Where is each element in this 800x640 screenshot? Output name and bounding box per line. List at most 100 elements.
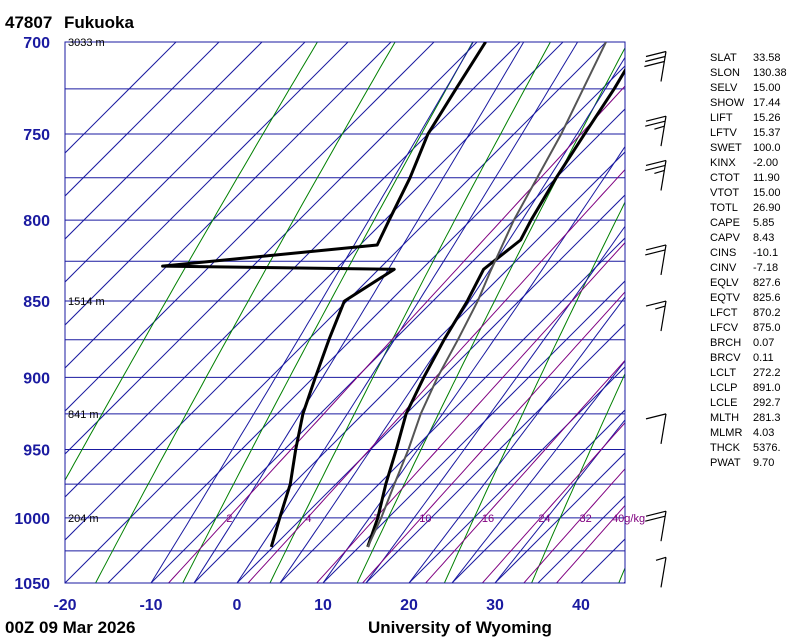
- index-key: TOTL: [710, 202, 738, 214]
- isotherm-line: [65, 42, 220, 197]
- index-key: THCK: [710, 442, 741, 454]
- pressure-label: 900: [23, 370, 50, 387]
- index-value: 100.0: [753, 142, 781, 154]
- station-name: Fukuoka: [64, 13, 134, 32]
- index-key: SLON: [710, 67, 740, 79]
- pressure-label: 750: [23, 127, 50, 144]
- temperature-label: 30: [486, 597, 504, 614]
- mixing-ratio-lines: [168, 85, 625, 583]
- moist-adiabat-line: [322, 145, 625, 583]
- isotherm-line: [65, 42, 607, 583]
- mixing-ratio-label: 24: [538, 513, 550, 525]
- pressure-label: 800: [23, 213, 50, 230]
- isotherm-line: [65, 42, 392, 369]
- mixing-ratio-line: [247, 168, 625, 583]
- index-value: 292.7: [753, 397, 781, 409]
- wind-barb-flag: [645, 115, 667, 122]
- dry-adiabat-line: [356, 46, 625, 583]
- index-value: 4.03: [753, 427, 774, 439]
- mixing-ratio-label: 4: [305, 513, 311, 525]
- wind-barb-flag: [645, 120, 666, 127]
- dry-adiabats: [65, 42, 625, 583]
- index-value: 0.07: [753, 337, 774, 349]
- mixing-ratio-label: 16: [482, 513, 494, 525]
- index-value: 281.3: [753, 412, 781, 424]
- wind-barb-flag: [645, 164, 666, 172]
- index-key: SLAT: [710, 52, 737, 64]
- isotherm-line: [451, 409, 625, 583]
- wind-barb-half: [654, 169, 665, 175]
- plot-frame: [64, 41, 626, 584]
- index-value: 272.2: [753, 367, 781, 379]
- temperature-label: -10: [139, 597, 162, 614]
- index-key: LIFT: [710, 112, 733, 124]
- index-key: CINV: [710, 262, 737, 274]
- index-key: SWET: [710, 142, 742, 154]
- dewpoint-profile: [161, 42, 487, 548]
- moist-adiabat-line: [150, 42, 474, 583]
- dry-adiabat-line: [531, 372, 625, 583]
- index-value: 0.11: [753, 352, 774, 364]
- isotherm-line: [236, 194, 625, 583]
- index-value: 5376.: [753, 442, 781, 454]
- temperature-label: -20: [53, 597, 76, 614]
- wind-barb-flag: [645, 249, 666, 256]
- pressure-label: 850: [23, 294, 50, 311]
- dry-adiabat-line: [182, 42, 474, 583]
- pressure-label: 950: [23, 442, 50, 459]
- mixing-ratio-line: [523, 468, 625, 583]
- dry-adiabat-line: [443, 201, 625, 583]
- index-key: EQLV: [710, 277, 739, 289]
- mixing-ratio-labels: 2 4 7 10 16 24 32 40g/kg: [226, 513, 645, 525]
- footer-source: University of Wyoming: [368, 618, 552, 637]
- wind-barb-staff: [660, 413, 667, 444]
- index-value: 11.90: [753, 172, 780, 184]
- moist-adiabat-line: [236, 42, 579, 583]
- index-key: PWAT: [710, 457, 741, 469]
- sounding-profiles: [161, 42, 625, 548]
- wind-barb-flag: [645, 55, 666, 63]
- wind-barb: [645, 300, 667, 332]
- index-value: 17.44: [753, 97, 781, 109]
- index-key: LCLT: [710, 367, 736, 379]
- moist-adiabat-line: [494, 419, 625, 583]
- dry-adiabat-line: [269, 42, 551, 583]
- index-key: LCLE: [710, 397, 738, 409]
- index-key: LFTV: [710, 127, 738, 139]
- mixing-ratio-line: [482, 422, 625, 583]
- index-key: CINS: [710, 247, 736, 259]
- isotherm-line: [322, 280, 625, 583]
- wind-barb-staff: [660, 557, 667, 588]
- mixing-ratio-line: [425, 359, 625, 583]
- index-key: CAPE: [710, 217, 740, 229]
- wind-barb: [645, 510, 667, 542]
- index-value: -7.18: [753, 262, 778, 274]
- index-key: LFCV: [710, 322, 739, 334]
- index-key: CTOT: [710, 172, 740, 184]
- isotherm-line: [279, 237, 625, 583]
- station-id: 47807: [5, 13, 52, 32]
- isotherm-line: [193, 151, 625, 583]
- index-key: SHOW: [710, 97, 745, 109]
- moist-adiabat-line: [279, 56, 625, 583]
- index-value: 15.00: [753, 187, 781, 199]
- pressure-label: 1050: [14, 576, 50, 593]
- isotherm-line: [65, 42, 177, 154]
- wind-barb-staff: [660, 511, 667, 542]
- wind-barb: [645, 413, 667, 444]
- wind-barb-staff: [660, 300, 667, 332]
- dry-adiabat-line: [95, 42, 396, 583]
- index-value: 825.6: [753, 292, 781, 304]
- isotherms: [65, 42, 625, 583]
- pressure-label: 700: [23, 35, 50, 52]
- wind-barb-flag: [645, 510, 667, 517]
- isotherm-line: [65, 42, 349, 326]
- index-value: 8.43: [753, 232, 774, 244]
- mixing-ratio-line: [168, 85, 625, 583]
- wind-barb: [645, 244, 667, 276]
- dry-adiabat-line: [65, 42, 318, 482]
- temperature-labels: -20 -10 0 10 20 30 40: [53, 597, 590, 614]
- isotherm-line: [150, 108, 625, 583]
- index-value: 130.38: [753, 67, 787, 79]
